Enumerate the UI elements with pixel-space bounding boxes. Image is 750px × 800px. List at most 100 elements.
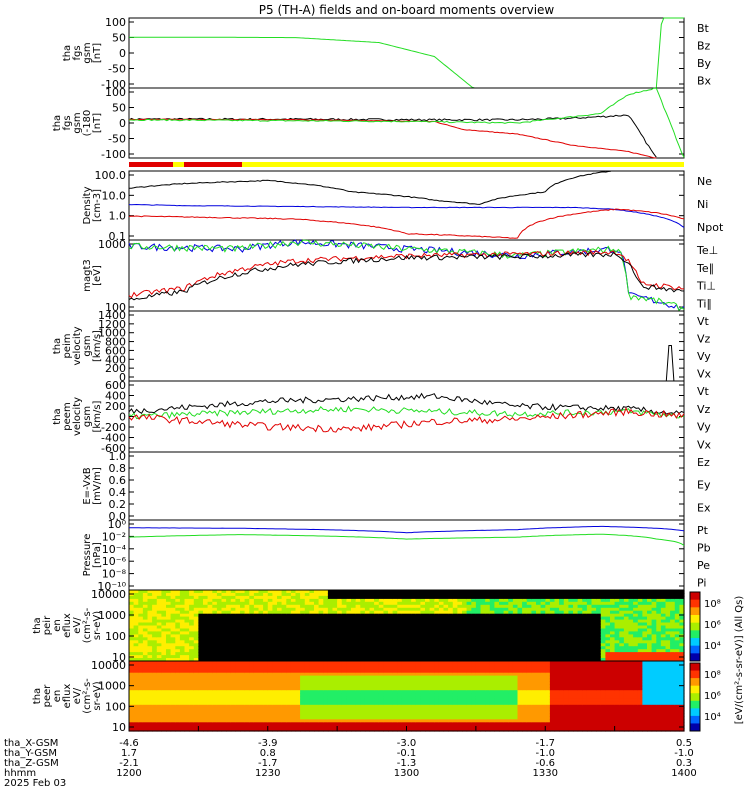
spectrogram-cell [494,649,500,653]
spectrogram-cell [429,684,435,688]
spectrogram-cell [240,690,246,694]
spectrogram-cell [198,637,204,641]
spectrogram-cell [462,649,468,653]
spectrogram-cell [531,625,537,630]
spectrogram-cell [272,719,278,723]
y-axis-label: velocity [72,397,83,436]
spectrogram-cell [244,725,250,729]
spectrogram-cell [138,634,144,638]
spectrogram-cell [633,616,639,621]
spectrogram-cell [351,690,357,694]
spectrogram-cell [596,655,602,659]
spectrogram-cell [286,716,292,720]
spectrogram-cell [401,607,408,612]
y-tick-label: 0 [119,47,126,60]
spectrogram-cell [549,643,556,647]
spectrogram-cell [235,634,241,638]
spectrogram-cell [605,637,611,641]
spectrogram-cell [170,728,176,732]
spectrogram-cell [531,628,537,633]
spectrogram-cell [425,593,431,597]
spectrogram-cell [448,604,454,609]
spectrogram-cell [471,616,477,621]
spectrogram-cell [179,598,186,603]
spectrogram-cell [267,666,273,671]
spectrogram-cell [138,625,144,630]
spectrogram-cell [249,593,255,597]
spectrogram-cell [397,722,403,726]
spectrogram-cell [240,595,246,600]
spectrogram-cell [207,631,213,635]
spectrogram-cell [499,634,505,638]
spectrogram-cell [346,625,352,630]
spectrogram-cell [526,607,532,612]
spectrogram-cell [388,634,394,638]
spectrogram-cell [267,634,273,638]
spectrogram-cell [147,604,153,609]
spectrogram-cell [170,693,176,697]
spectrogram-cell [397,628,403,633]
spectrogram-cell [512,649,519,653]
spectrogram-cell [281,625,287,630]
spectrogram-cell [573,658,579,662]
spectrogram-cell [633,652,639,656]
spectrogram-cell [323,661,329,665]
spectrogram-cell [411,595,417,600]
spectrogram-cell [364,696,371,700]
spectrogram-cell [249,616,255,621]
spectrogram-cell [378,684,384,688]
spectrogram-cell [235,616,241,621]
spectrogram-cell [466,690,472,694]
spectrogram-cell [156,649,162,653]
spectrogram-cell [351,684,357,688]
spectrogram-cell [434,590,440,594]
spectrogram-cell [623,643,630,647]
spectrogram-cell [503,622,509,627]
spectrogram-cell [258,722,264,726]
spectrogram-cell [374,698,380,703]
spectrogram-cell [249,696,255,700]
spectrogram-cell [452,701,458,706]
spectrogram-cell [286,595,292,600]
spectrogram-cell [499,622,505,627]
spectrogram-cell [605,593,611,597]
spectrogram-cell [138,666,144,671]
spectrogram-cell [189,687,195,691]
spectrogram-cell [383,707,389,712]
spectrogram-cell [230,646,236,650]
spectrogram-cell [549,634,556,638]
spectrogram-cell [212,652,218,656]
spectrogram-cell [152,725,158,729]
spectrogram-cell [337,716,343,720]
spectrogram-cell [360,690,366,694]
spectrogram-cell [434,652,440,656]
spectrogram-cell [263,690,269,694]
spectrogram-cell [295,707,301,712]
spectrogram-cell [309,678,315,682]
spectrogram-cell [138,704,144,709]
spectrogram-cell [452,669,458,674]
spectrogram-cell [591,593,597,597]
spectrogram-cell [142,655,149,659]
spectrogram-cell [207,649,213,653]
spectrogram-cell [420,607,426,612]
spectrogram-cell [388,593,394,597]
y-tick-label: 0.6 [109,474,127,487]
spectrogram-cell [355,661,361,665]
spectrogram-cell [383,652,389,656]
spectrogram-cell [300,707,306,712]
spectrogram-cell [161,675,167,680]
spectrogram-cell [536,649,542,653]
spectrogram-cell [304,696,310,700]
spectrogram-cell [462,675,468,680]
spectrogram-cell [457,643,463,647]
spectrogram-cell [429,619,435,624]
spectrogram-cell [438,601,445,606]
spectrogram-cell [267,607,273,612]
spectrogram-cell [360,658,366,662]
spectrogram-cell [258,649,264,653]
spectrogram-cell [184,690,190,694]
spectrogram-cell [434,595,440,600]
spectrogram-cell [522,643,528,647]
spectrogram-cell [573,616,579,621]
